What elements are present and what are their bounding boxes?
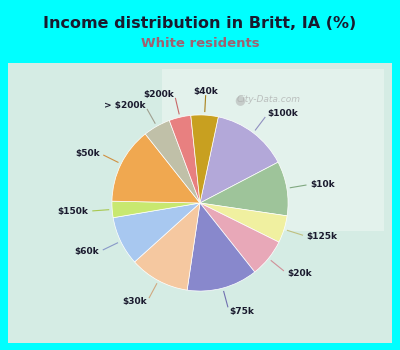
Text: $150k: $150k	[58, 207, 88, 216]
Wedge shape	[191, 115, 218, 203]
Text: City-Data.com: City-Data.com	[236, 95, 300, 104]
Text: $100k: $100k	[268, 110, 298, 118]
Text: ●: ●	[234, 93, 245, 106]
Wedge shape	[169, 116, 200, 203]
Wedge shape	[200, 203, 279, 272]
Text: $50k: $50k	[75, 149, 100, 158]
Wedge shape	[200, 162, 288, 216]
Wedge shape	[112, 134, 200, 203]
Wedge shape	[112, 201, 200, 218]
Text: $40k: $40k	[194, 87, 218, 96]
Text: > $200k: > $200k	[104, 101, 145, 110]
Wedge shape	[187, 203, 255, 291]
Wedge shape	[134, 203, 200, 290]
Text: $30k: $30k	[122, 297, 147, 306]
Text: $75k: $75k	[229, 307, 254, 316]
Text: $125k: $125k	[307, 232, 338, 241]
Text: $10k: $10k	[310, 180, 335, 189]
Wedge shape	[200, 117, 278, 203]
Text: White residents: White residents	[141, 37, 259, 50]
Text: $20k: $20k	[287, 269, 312, 278]
Text: $60k: $60k	[75, 247, 99, 256]
Text: $200k: $200k	[144, 90, 174, 99]
Text: Income distribution in Britt, IA (%): Income distribution in Britt, IA (%)	[43, 16, 357, 31]
Wedge shape	[145, 120, 200, 203]
Wedge shape	[200, 203, 287, 242]
Wedge shape	[113, 203, 200, 262]
